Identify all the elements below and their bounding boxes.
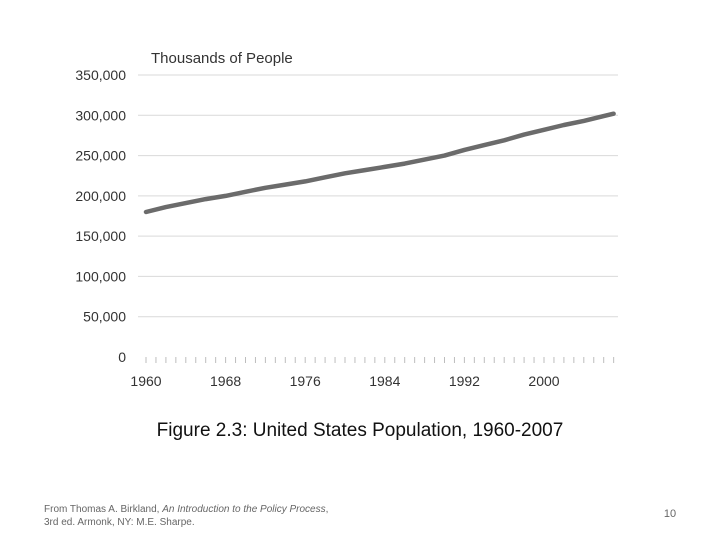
- population-chart: 0 50,000 100,000 150,000 200,000 250,000 300,0…: [75, 50, 618, 389]
- source-suffix: , 3rd ed. Armonk, NY: M.E. Sharpe.: [44, 504, 329, 528]
- y-axis-label: Thousands of People: [151, 50, 293, 67]
- x-tick-label: 1968: [210, 373, 241, 389]
- series-line: [143, 111, 616, 215]
- y-tick-label: 150,000: [75, 228, 126, 244]
- y-tick-label: 300,000: [75, 107, 126, 123]
- y-tick-label: 200,000: [75, 188, 126, 204]
- figure-caption: Figure 2.3: United States Population, 19…: [156, 420, 564, 441]
- x-tick-label: 1984: [369, 373, 400, 389]
- x-tick-label: 1976: [290, 373, 321, 389]
- y-tick-label: 50,000: [83, 309, 126, 325]
- page-number: 10: [663, 508, 677, 520]
- series-layer: [143, 111, 616, 215]
- x-tick-label: 1992: [449, 373, 480, 389]
- y-tick-label: 250,000: [75, 148, 126, 164]
- source-book-title: An Introduction to the Policy Process: [162, 504, 326, 515]
- x-tick-label: 2000: [528, 373, 559, 389]
- x-tick-label: 1960: [130, 373, 161, 389]
- x-minor-ticks: [145, 357, 615, 363]
- y-tick-label: 350,000: [75, 67, 126, 83]
- gridlines: [138, 74, 618, 318]
- y-tick-label: 0: [118, 349, 126, 365]
- y-tick-labels: 0 50,000 100,000 150,000 200,000 250,000 300,0…: [75, 67, 126, 365]
- source-prefix: From Thomas A. Birkland,: [44, 504, 163, 515]
- y-tick-label: 100,000: [75, 268, 126, 284]
- x-tick-labels: 1960 1968 1976 1984 1992 2000: [130, 373, 559, 389]
- source-citation: From Thomas A. Birkland, An Introduction…: [44, 503, 344, 529]
